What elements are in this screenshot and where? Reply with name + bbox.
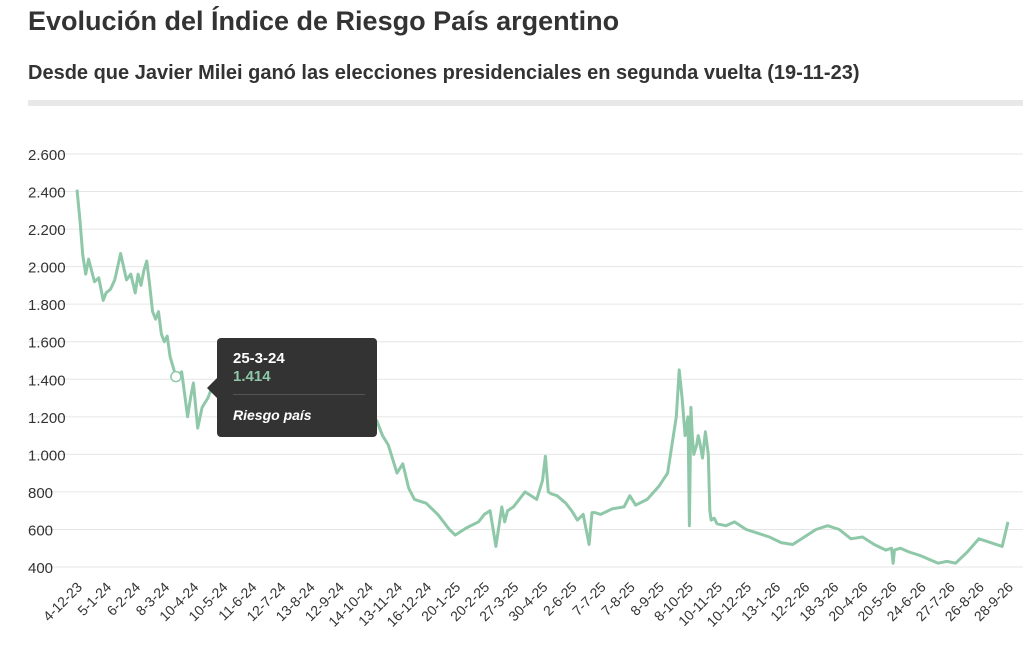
chart-title: Evolución del Índice de Riesgo País arge…: [28, 6, 620, 36]
tooltip-series-name: Riesgo país: [233, 407, 312, 423]
header-divider: [28, 100, 1023, 106]
y-tick-label: 1.200: [28, 410, 66, 427]
x-axis-labels: 4-12-235-1-246-2-248-3-2410-4-2410-5-241…: [40, 579, 1017, 630]
y-tick-label: 2.000: [28, 260, 66, 277]
series-line[interactable]: [75, 189, 1010, 565]
highlight-point[interactable]: [170, 370, 182, 383]
y-tick-label: 2.200: [28, 222, 66, 239]
tooltip-date: 25-3-24: [233, 350, 285, 367]
y-axis-labels: 400 600 800 1.000 1.200 1.400 1.600 1.800 2.000 2…: [28, 147, 66, 577]
y-tick-label: 600: [28, 522, 53, 539]
y-tick-label: 1.400: [28, 372, 66, 389]
tooltip-separator: [233, 394, 365, 395]
y-tick-label: 2.600: [28, 147, 66, 164]
y-tick-label: 1.600: [28, 335, 66, 352]
series-group: [75, 189, 1010, 565]
y-tick-label: 800: [28, 485, 53, 502]
tooltip: 25-3-24 1.414 Riesgo país: [207, 338, 377, 437]
y-tick-label: 400: [28, 560, 53, 577]
y-tick-label: 1.000: [28, 447, 66, 464]
highlight-marker-group: [170, 370, 182, 383]
y-tick-label: 1.800: [28, 297, 66, 314]
chart-subtitle: Desde que Javier Milei ganó las eleccion…: [28, 62, 860, 84]
y-tick-label: 2.400: [28, 185, 66, 202]
x-tick-label: 4-12-23: [40, 579, 86, 625]
grid-lines: [28, 153, 1023, 568]
tooltip-value: 1.414: [233, 368, 271, 385]
